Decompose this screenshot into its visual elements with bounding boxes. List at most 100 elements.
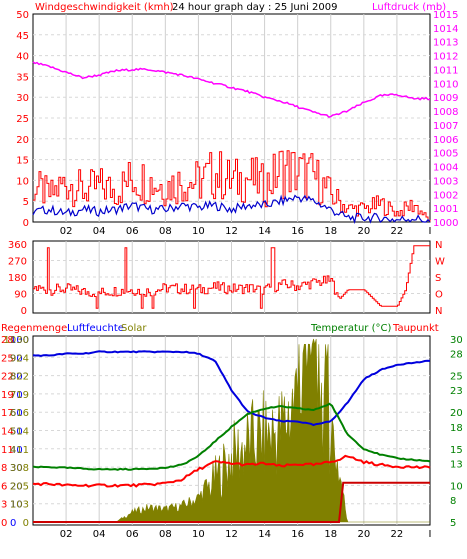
wind-speed-tick-50: 50 xyxy=(16,10,29,21)
rain-tick-8: 22 xyxy=(1,372,14,383)
climate-x-tick-06: 06 xyxy=(126,529,139,540)
direction-deg-tick-90: 90 xyxy=(14,290,27,301)
wind-x-tick-22: 22 xyxy=(391,226,404,237)
pressure-tick-1014: 1014 xyxy=(433,24,458,35)
rain-line xyxy=(33,481,430,523)
solar-tick-10: 1030 xyxy=(4,335,29,346)
climate-x-tick-10: 10 xyxy=(192,529,205,540)
pressure-tick-1010: 1010 xyxy=(433,79,458,90)
wind-average-line xyxy=(32,194,431,225)
pressure-tick-1009: 1009 xyxy=(433,93,458,104)
wind-direction-series xyxy=(33,245,430,309)
wind-pressure-series xyxy=(32,61,431,225)
pressure-tick-1003: 1003 xyxy=(433,176,458,187)
wind-speed-tick-20: 20 xyxy=(16,135,29,146)
climate-time-axis: 02 04 06 08 10 12 14 16 18 20 22 I xyxy=(60,529,432,540)
solar-tick-0: 0 xyxy=(23,518,29,529)
climate-x-tick-12: 12 xyxy=(225,529,238,540)
climate-x-tick-20: 20 xyxy=(357,529,370,540)
wind-x-tick-18: 18 xyxy=(324,226,337,237)
climate-x-tick-I: I xyxy=(429,529,432,540)
climate-x-tick-04: 04 xyxy=(93,529,106,540)
temperature-tick-10: 10 xyxy=(450,481,463,492)
solar-tick-9: 924 xyxy=(10,353,29,364)
pressure-tick-1000: 1000 xyxy=(433,218,458,229)
rain-tick-5: 14 xyxy=(1,427,14,438)
climate-x-tick-22: 22 xyxy=(391,529,404,540)
wind-x-tick-06: 06 xyxy=(126,226,139,237)
wind-x-tick-08: 08 xyxy=(159,226,172,237)
climate-x-tick-16: 16 xyxy=(291,529,304,540)
pressure-line xyxy=(32,61,430,118)
solar-label: Solar xyxy=(121,323,147,334)
wind-speed-tick-5: 5 xyxy=(23,197,29,208)
humidity-tick-3: 30 xyxy=(10,463,23,474)
direction-compass-tick-0: N xyxy=(435,240,442,251)
wind-x-tick-04: 04 xyxy=(93,226,106,237)
solar-tick-5: 514 xyxy=(10,427,29,438)
rain-tick-7: 19 xyxy=(1,390,14,401)
pressure-tick-1005: 1005 xyxy=(433,149,458,160)
solar-tick-4: 411 xyxy=(10,445,29,456)
rain-tick-6: 17 xyxy=(1,408,14,419)
humidity-tick-9: 90 xyxy=(10,353,23,364)
humidity-tick-6: 60 xyxy=(10,408,23,419)
direction-deg-tick-270: 270 xyxy=(8,257,27,268)
direction-deg-tick-0: 0 xyxy=(21,306,27,317)
temperature-label: Temperatur (°C) xyxy=(310,323,391,334)
pressure-tick-1008: 1008 xyxy=(433,107,458,118)
temperature-tick-8: 8 xyxy=(450,496,456,507)
wind-time-axis: 02 04 06 08 10 12 14 16 18 20 22 I xyxy=(60,226,432,237)
climate-x-tick-08: 08 xyxy=(159,529,172,540)
temperature-tick-15: 15 xyxy=(450,445,463,456)
pressure-tick-1015: 1015 xyxy=(433,10,458,21)
wind-direction-grid xyxy=(33,241,430,313)
wind-x-tick-I: I xyxy=(429,226,432,237)
rain-tick-3: 8 xyxy=(1,463,7,474)
temperature-tick-25: 25 xyxy=(450,372,463,383)
chart-title: 24 hour graph day : 25 Juni 2009 xyxy=(172,2,338,13)
pressure-label: Luftdruck (mb) xyxy=(372,2,446,13)
wind-speed-tick-30: 30 xyxy=(16,93,29,104)
temperature-tick-23: 23 xyxy=(450,386,463,397)
pressure-tick-1006: 1006 xyxy=(433,135,458,146)
wind-x-tick-02: 02 xyxy=(60,226,73,237)
humidity-tick-0: 0 xyxy=(10,518,16,529)
solar-tick-1: 103 xyxy=(10,500,29,511)
direction-compass-tick-4: N xyxy=(435,306,442,317)
solar-tick-6: 616 xyxy=(10,408,29,419)
direction-deg-tick-180: 180 xyxy=(8,273,27,284)
temperature-tick-28: 28 xyxy=(450,350,463,361)
humidity-tick-4: 40 xyxy=(10,445,23,456)
pressure-tick-1013: 1013 xyxy=(433,38,458,49)
temperature-line xyxy=(32,402,431,471)
temperature-tick-13: 13 xyxy=(450,459,463,470)
rain-tick-0: 0 xyxy=(1,518,7,529)
wind-speed-tick-15: 15 xyxy=(16,156,29,167)
wind-x-tick-10: 10 xyxy=(192,226,205,237)
wind-speed-tick-40: 40 xyxy=(16,52,29,63)
climate-x-tick-18: 18 xyxy=(324,529,337,540)
solar-tick-3: 308 xyxy=(10,463,29,474)
direction-degree-axis: 360 270 180 90 0 xyxy=(8,240,27,317)
direction-compass-tick-3: O xyxy=(435,290,443,301)
humidity-tick-10: 100 xyxy=(10,335,29,346)
direction-compass-tick-2: S xyxy=(435,273,441,284)
solar-tick-2: 205 xyxy=(10,481,29,492)
dewpoint-line xyxy=(32,454,431,488)
temperature-tick-5: 5 xyxy=(450,518,456,529)
rain-tick-1: 3 xyxy=(1,500,7,511)
wind-speed-tick-25: 25 xyxy=(16,114,29,125)
humidity-tick-2: 20 xyxy=(10,481,23,492)
temperature-tick-18: 18 xyxy=(450,423,463,434)
wind-x-tick-14: 14 xyxy=(258,226,271,237)
pressure-tick-1011: 1011 xyxy=(433,65,458,76)
wind-speed-tick-0: 0 xyxy=(23,218,29,229)
direction-compass-tick-1: W xyxy=(435,257,445,268)
